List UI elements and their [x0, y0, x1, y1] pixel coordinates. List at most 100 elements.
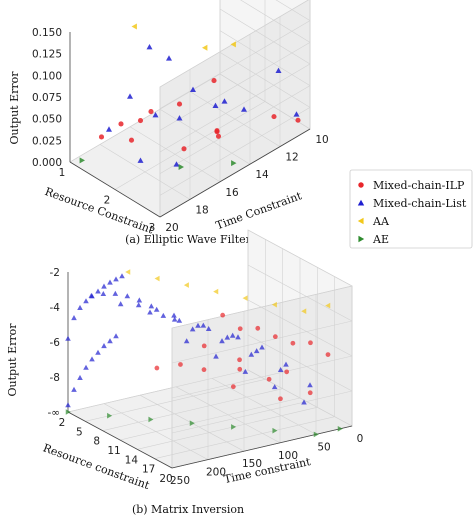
mi-point-mixed-chain-ilp: [278, 396, 283, 402]
ewf-point-mixed-chain-list: [152, 112, 159, 118]
ewf-z-tick-label: 0.075: [32, 92, 62, 104]
legend-label: Mixed-chain-List: [373, 197, 467, 210]
legend-label: AE: [372, 233, 389, 246]
ewf-z-tick-label: 0.025: [32, 135, 62, 147]
ewf-point-mixed-chain-ilp: [215, 133, 222, 139]
ewf-point-aa: [230, 41, 236, 48]
mi-z-tick-label: -∞: [47, 407, 60, 419]
mi-point-mixed-chain-list: [248, 351, 255, 357]
mi-point-mixed-chain-list: [77, 304, 83, 310]
mi-grid-z: [247, 299, 353, 357]
mi-point-mixed-chain-ilp: [307, 390, 313, 396]
mi-z-tick-label: -4: [50, 302, 61, 314]
mi-point-ae: [272, 427, 278, 434]
mi-point-mixed-chain-list: [200, 322, 207, 328]
mi-point-mixed-chain-list: [183, 338, 190, 344]
ewf-point-ae: [79, 157, 85, 164]
ewf-grid-z: [159, 85, 311, 174]
legend-marker: [357, 217, 364, 225]
mi-y-tick-label: 50: [317, 441, 330, 453]
ewf-z-tick-label: 0.000: [32, 157, 62, 169]
ewf-point-mixed-chain-ilp: [295, 117, 301, 123]
mi-point-mixed-chain-list: [242, 368, 249, 374]
mi-point-ae: [337, 426, 343, 432]
ewf-grid-z: [219, 73, 311, 130]
legend-label: Mixed-chain-ILP: [373, 179, 465, 192]
mi-point-mixed-chain-ilp: [266, 376, 272, 382]
ewf-point-aa: [202, 44, 208, 51]
mi-point-mixed-chain-list: [113, 333, 119, 339]
mi-point-ae: [231, 424, 237, 430]
mi-point-mixed-chain-list: [101, 283, 107, 289]
mi-point-mixed-chain-list: [195, 322, 201, 328]
legend-label: AA: [372, 215, 390, 228]
ewf-y-axis-line: [159, 128, 311, 218]
mi-point-mixed-chain-ilp: [201, 367, 207, 373]
ewf-y-tick-label: 18: [195, 204, 208, 216]
ewf-point-mixed-chain-ilp: [214, 128, 220, 134]
mi-grid-x: [119, 397, 301, 441]
legend-marker: [358, 235, 365, 243]
ewf-point-mixed-chain-ilp: [181, 146, 187, 152]
ewf-point-mixed-chain-ilp: [128, 137, 135, 143]
mi-grid-z: [247, 229, 353, 287]
ewf-grid-z: [159, 20, 311, 109]
mi-point-mixed-chain-list: [83, 298, 89, 304]
mi-grid-x: [137, 407, 318, 450]
mi-x-tick-label: 14: [125, 454, 139, 466]
mi-y-axis-label: Time constraint: [223, 455, 312, 486]
ewf-point-mixed-chain-list: [275, 67, 282, 74]
mi-point-mixed-chain-list: [88, 292, 95, 298]
mi-point-mixed-chain-ilp: [201, 343, 207, 349]
mi-z-axis-label: Output Error: [6, 323, 19, 397]
mi-y-axis-line: [171, 425, 353, 469]
mi-y-tick-label: 150: [242, 458, 262, 470]
mi-point-mixed-chain-list: [112, 290, 119, 296]
mi-point-mixed-chain-ilp: [284, 369, 290, 375]
ewf-y-tick-label: 12: [285, 152, 298, 164]
mi-x-axis-line: [67, 411, 173, 469]
mi-point-mixed-chain-list: [100, 290, 107, 296]
ewf-point-mixed-chain-ilp: [118, 121, 124, 127]
mi-grid-x: [154, 416, 335, 459]
ewf-grid-z: [219, 30, 311, 86]
mi-point-mixed-chain-list: [71, 315, 77, 321]
ewf-grid-z: [275, 0, 311, 21]
ewf-y-tick-label: 20: [165, 222, 178, 234]
ewf-point-mixed-chain-ilp: [148, 109, 154, 115]
mi-point-ae: [189, 420, 195, 426]
mi-grid-z: [171, 355, 353, 399]
ewf-grid-z: [159, 42, 311, 131]
mi-point-mixed-chain-list: [117, 301, 124, 307]
ewf-gridlines: [69, 0, 311, 218]
ewf-point-mixed-chain-list: [176, 115, 183, 121]
mi-point-mixed-chain-list: [301, 399, 307, 405]
mi-point-mixed-chain-list: [153, 306, 160, 312]
mi-z-tick-label: -2: [50, 267, 60, 279]
mi-point-mixed-chain-list: [124, 293, 131, 299]
mi-point-mixed-chain-list: [219, 338, 225, 344]
ewf-point-aa: [131, 23, 137, 30]
ewf-point-mixed-chain-list: [146, 43, 153, 50]
ewf-caption: (a) Elliptic Wave Filter: [125, 233, 252, 246]
mi-x-tick-label: 17: [142, 464, 155, 476]
mi-point-mixed-chain-list: [224, 334, 231, 340]
ewf-z-tick-label: 0.150: [32, 27, 62, 39]
mi-x-tick-label: 11: [107, 445, 120, 457]
ewf-grid-z: [159, 63, 311, 153]
mi-point-aa: [301, 308, 307, 314]
mi-x-tick-label: 2: [59, 417, 66, 429]
ewf-point-mixed-chain-list: [137, 157, 144, 163]
ewf-point-mixed-chain-ilp: [137, 117, 144, 124]
mi-point-mixed-chain-list: [148, 303, 155, 309]
mi-caption: (b) Matrix Inversion: [132, 503, 244, 516]
ewf-point-mixed-chain-list: [166, 55, 172, 61]
ewf-tick-labels: 123 2018161412100.0000.0250.0500.0750.100…: [32, 27, 329, 234]
mi-point-aa: [325, 302, 331, 309]
ewf-y-tick-label: 10: [315, 134, 328, 146]
mi-point-mixed-chain-list: [277, 366, 284, 373]
legend-box: [349, 169, 473, 249]
